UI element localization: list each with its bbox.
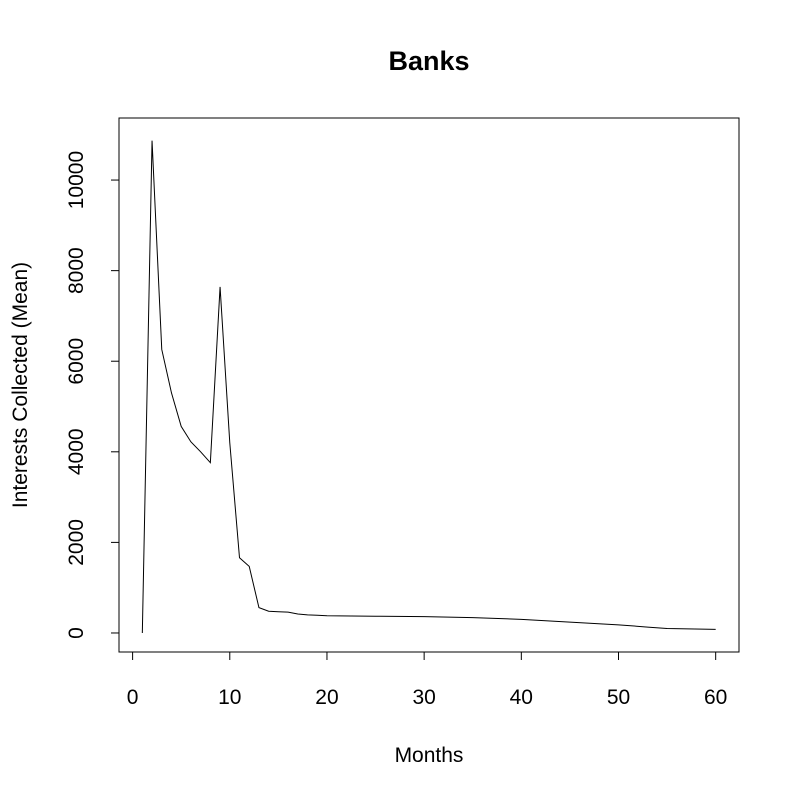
y-axis: 0 2000 4000 6000 8000 10000 bbox=[65, 151, 120, 639]
x-tick-label: 60 bbox=[704, 686, 727, 709]
x-tick-label: 20 bbox=[315, 686, 338, 709]
y-tick-label: 4000 bbox=[65, 428, 88, 475]
x-axis: 0 10 20 30 40 50 60 bbox=[127, 651, 727, 709]
x-tick-label: 50 bbox=[607, 686, 630, 709]
y-axis-label: Interests Collected (Mean) bbox=[9, 262, 32, 508]
series-line bbox=[141, 140, 716, 633]
x-tick-label: 40 bbox=[510, 686, 533, 709]
y-tick-label: 6000 bbox=[65, 338, 88, 385]
y-tick-label: 10000 bbox=[65, 151, 88, 209]
x-tick-label: 0 bbox=[127, 686, 139, 709]
x-axis-label: Months bbox=[395, 744, 464, 767]
y-tick-label: 2000 bbox=[65, 519, 88, 566]
y-tick-label: 0 bbox=[65, 627, 88, 639]
x-tick-label: 10 bbox=[218, 686, 241, 709]
chart-title: Banks bbox=[388, 46, 469, 76]
x-tick-label: 30 bbox=[412, 686, 435, 709]
plot-frame bbox=[118, 117, 740, 653]
y-tick-label: 8000 bbox=[65, 247, 88, 294]
